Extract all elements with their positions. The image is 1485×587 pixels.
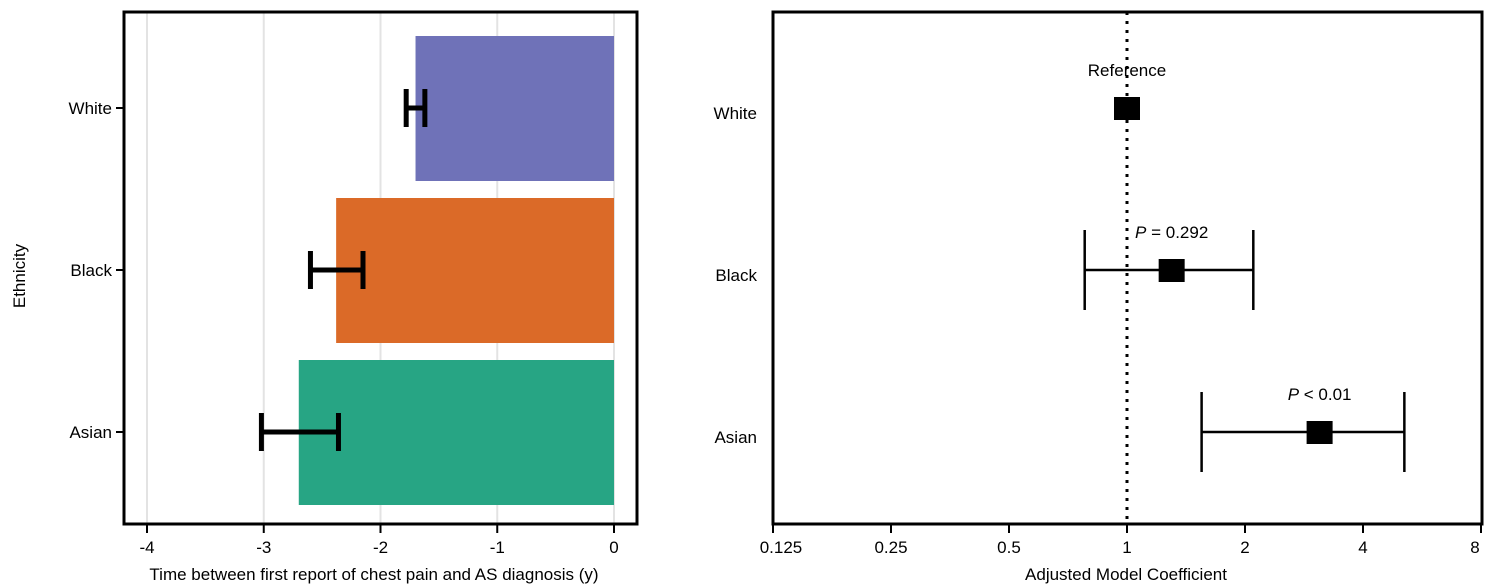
y-axis-label: Ethnicity	[10, 243, 29, 308]
category-label-black: Black	[715, 266, 757, 285]
estimate-asian	[1306, 421, 1333, 444]
x-tick-label: 1	[1122, 538, 1131, 557]
x-axis-ticks: -4 -3 -2 -1 0	[139, 525, 619, 557]
x-tick-label: 0.25	[874, 538, 907, 557]
annotations: Reference P = 0.292 P < 0.01	[1088, 61, 1352, 404]
x-tick-label: 4	[1358, 538, 1367, 557]
estimate-black	[1158, 259, 1185, 282]
annotation-black: P = 0.292	[1135, 223, 1208, 242]
x-tick-label: -4	[139, 538, 154, 557]
x-tick-label: -2	[373, 538, 388, 557]
estimate-white	[1114, 97, 1140, 120]
bars	[298, 36, 614, 505]
x-axis-label: Time between first report of chest pain …	[149, 565, 598, 584]
x-tick-label: -1	[490, 538, 505, 557]
bar-chart-panel: -4 -3 -2 -1 0 White Black Asian Time between f…	[10, 10, 639, 584]
ci-asian	[1200, 392, 1406, 472]
x-tick-label: 0.125	[760, 538, 803, 557]
y-tick-label-asian: Asian	[69, 423, 112, 442]
plot-frame	[122, 10, 639, 526]
bar-asian	[298, 360, 614, 505]
x-tick-label: 8	[1470, 538, 1479, 557]
category-labels-right: White Black Asian	[714, 104, 758, 447]
y-tick-label-white: White	[69, 99, 112, 118]
bar-white	[415, 36, 614, 181]
y-tick-label-black: Black	[70, 261, 112, 280]
bar-black	[336, 198, 614, 343]
category-label-white: White	[714, 104, 757, 123]
error-bar-white	[403, 89, 428, 127]
x-tick-label: 0	[609, 538, 618, 557]
annotation-asian: P < 0.01	[1288, 385, 1352, 404]
x-tick-label: -3	[256, 538, 271, 557]
error-bar-asian	[258, 413, 341, 451]
plot-frame-right	[771, 10, 1484, 526]
confidence-intervals	[1083, 230, 1406, 472]
point-estimates	[1114, 97, 1333, 444]
x-tick-label: 2	[1240, 538, 1249, 557]
error-bar-black	[307, 251, 366, 289]
x-axis-label-right: Adjusted Model Coefficient	[1025, 565, 1227, 584]
forest-plot-panel: Reference P = 0.292 P < 0.01 0.125 0.25 0.5 1…	[714, 10, 1484, 584]
category-label-asian: Asian	[714, 428, 757, 447]
error-bars	[258, 89, 428, 451]
x-axis-ticks-right: 0.125 0.25 0.5 1 2 4 8	[760, 525, 1482, 557]
x-tick-label: 0.5	[997, 538, 1021, 557]
y-axis-ticks: White Black Asian	[69, 99, 123, 442]
annotation-white: Reference	[1088, 61, 1166, 80]
